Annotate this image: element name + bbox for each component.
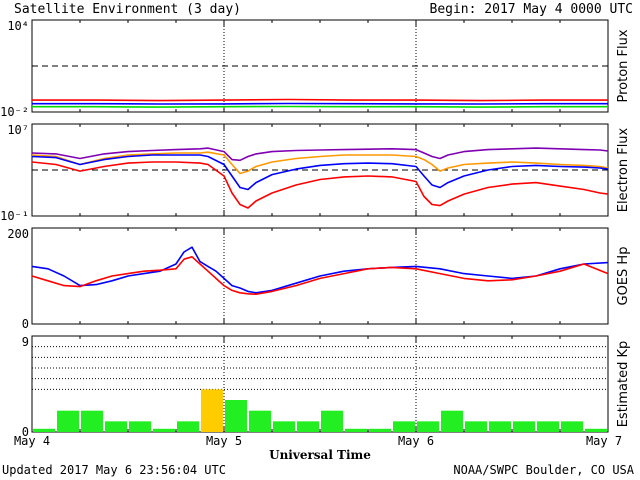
goes_hp-series-1	[31, 255, 609, 296]
kp-bar	[249, 410, 271, 432]
kp-bar	[417, 421, 439, 432]
goes_hp-y-tick-top: 200	[7, 227, 29, 241]
chart-title: Satellite Environment (3 day)	[14, 2, 241, 17]
kp-bar	[153, 428, 175, 432]
kp-bar	[81, 410, 103, 432]
kp-bar	[513, 421, 535, 432]
proton-y-tick-bottom: 10⁻²	[0, 105, 29, 119]
kp-bar	[369, 428, 391, 432]
kp-bar	[537, 421, 559, 432]
kp-bar	[489, 421, 511, 432]
kp-bar	[321, 410, 343, 432]
begin-time: Begin: 2017 May 4 0000 UTC	[430, 2, 634, 17]
kp-y-label: Estimated Kp	[616, 341, 631, 428]
electron-series-0	[31, 147, 609, 162]
electron-y-tick-bottom: 10⁻¹	[0, 209, 29, 223]
proton-series-0	[32, 98, 608, 102]
proton-frame	[31, 19, 609, 113]
x-tick-may5: May 5	[206, 434, 242, 448]
proton-y-label: Proton Flux	[616, 29, 631, 102]
kp-bar	[225, 400, 247, 432]
proton-y-tick-top: 10⁴	[7, 19, 29, 33]
x-axis-label: Universal Time	[269, 448, 371, 462]
electron-series-1	[31, 151, 609, 175]
x-tick-may7: May 7	[586, 434, 622, 448]
kp-bar	[105, 421, 127, 432]
kp-bar	[57, 410, 79, 432]
electron-y-label: Electron Flux	[616, 127, 631, 212]
x-tick-may4: May 4	[14, 434, 50, 448]
goes_hp-series-0	[31, 246, 609, 294]
proton-series-1	[32, 102, 608, 105]
electron-series-3	[31, 161, 609, 209]
goes_hp-y-tick-bottom: 0	[22, 317, 29, 331]
x-tick-may6: May 6	[398, 434, 434, 448]
kp-bar	[345, 428, 367, 432]
kp-bar	[33, 428, 55, 432]
kp-bar	[465, 421, 487, 432]
kp-bar	[561, 421, 583, 432]
panels: 10⁴ 10⁻² Proton Flux 10⁷ 10⁻¹ Electron Flux 20…	[0, 19, 631, 439]
kp-bar	[441, 410, 463, 432]
kp-bar	[393, 421, 415, 432]
electron-frame	[31, 123, 609, 217]
electron-series-2	[31, 154, 609, 191]
proton-series-2	[32, 105, 608, 108]
kp-bar	[129, 421, 151, 432]
kp-frame	[31, 335, 609, 433]
updated-time: Updated 2017 May 6 23:56:04 UTC	[2, 463, 226, 477]
kp-bar	[273, 421, 295, 432]
credit: NOAA/SWPC Boulder, CO USA	[453, 463, 634, 477]
kp-bar	[177, 421, 199, 432]
kp-y-tick-top: 9	[22, 335, 29, 349]
electron-y-tick-top: 10⁷	[7, 123, 29, 137]
kp-bar	[201, 389, 223, 432]
kp-bar	[585, 428, 607, 432]
goes_hp-y-label: GOES Hp	[616, 247, 631, 306]
kp-bar	[297, 421, 319, 432]
kp-y-tick-bottom: 0	[22, 425, 29, 439]
